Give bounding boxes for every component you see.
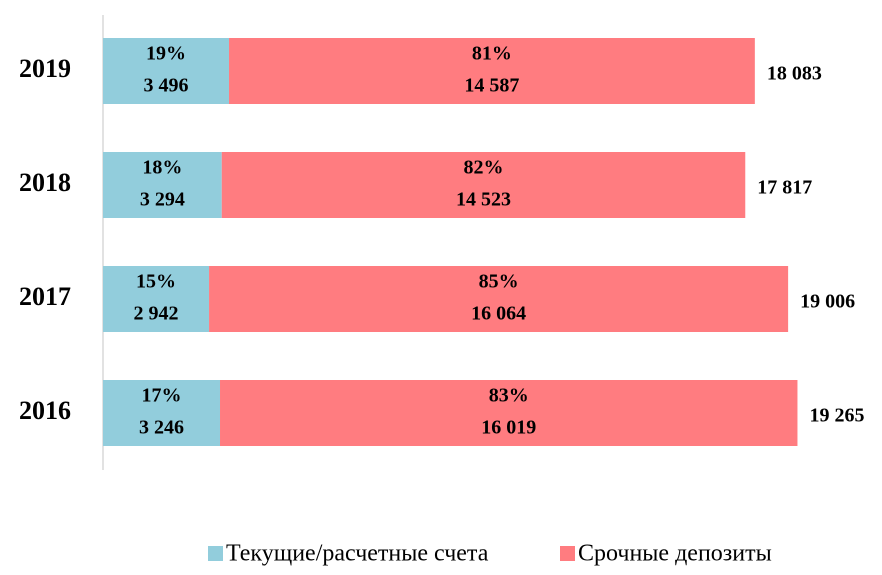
legend-swatch — [560, 546, 575, 561]
value-label: 14 587 — [464, 75, 519, 97]
total-label: 19 006 — [800, 291, 855, 313]
y-tick-label: 2019 — [19, 54, 71, 83]
bar-segment — [103, 266, 210, 332]
value-label: 3 294 — [140, 189, 185, 211]
bar-segment — [209, 266, 789, 332]
value-label: 14 523 — [456, 189, 511, 211]
total-label: 17 817 — [757, 177, 812, 199]
legend-label: Срочные депозиты — [578, 541, 772, 567]
value-label: 16 064 — [471, 303, 526, 325]
share-label: 83% — [489, 385, 529, 407]
legend-label: Текущие/расчетные счета — [226, 541, 489, 567]
y-tick-label: 2018 — [19, 168, 71, 197]
bar-segment — [229, 38, 755, 104]
share-label: 18% — [142, 157, 182, 179]
value-label: 3 246 — [139, 417, 184, 439]
bar-segment — [103, 38, 230, 104]
bar-segment — [103, 152, 222, 218]
value-label: 16 019 — [481, 417, 536, 439]
share-label: 85% — [479, 271, 519, 293]
share-label: 82% — [464, 157, 504, 179]
total-label: 19 265 — [809, 405, 864, 427]
share-label: 19% — [146, 43, 186, 65]
total-label: 18 083 — [767, 63, 822, 85]
share-label: 17% — [142, 385, 182, 407]
bar-segment — [103, 380, 221, 446]
value-label: 2 942 — [134, 303, 179, 325]
share-label: 81% — [472, 43, 512, 65]
value-label: 3 496 — [144, 75, 189, 97]
share-label: 15% — [136, 271, 176, 293]
legend-swatch — [208, 546, 223, 561]
bar-segment — [220, 380, 798, 446]
y-tick-label: 2016 — [19, 396, 71, 425]
bar-segment — [221, 152, 746, 218]
y-tick-label: 2017 — [19, 282, 71, 311]
